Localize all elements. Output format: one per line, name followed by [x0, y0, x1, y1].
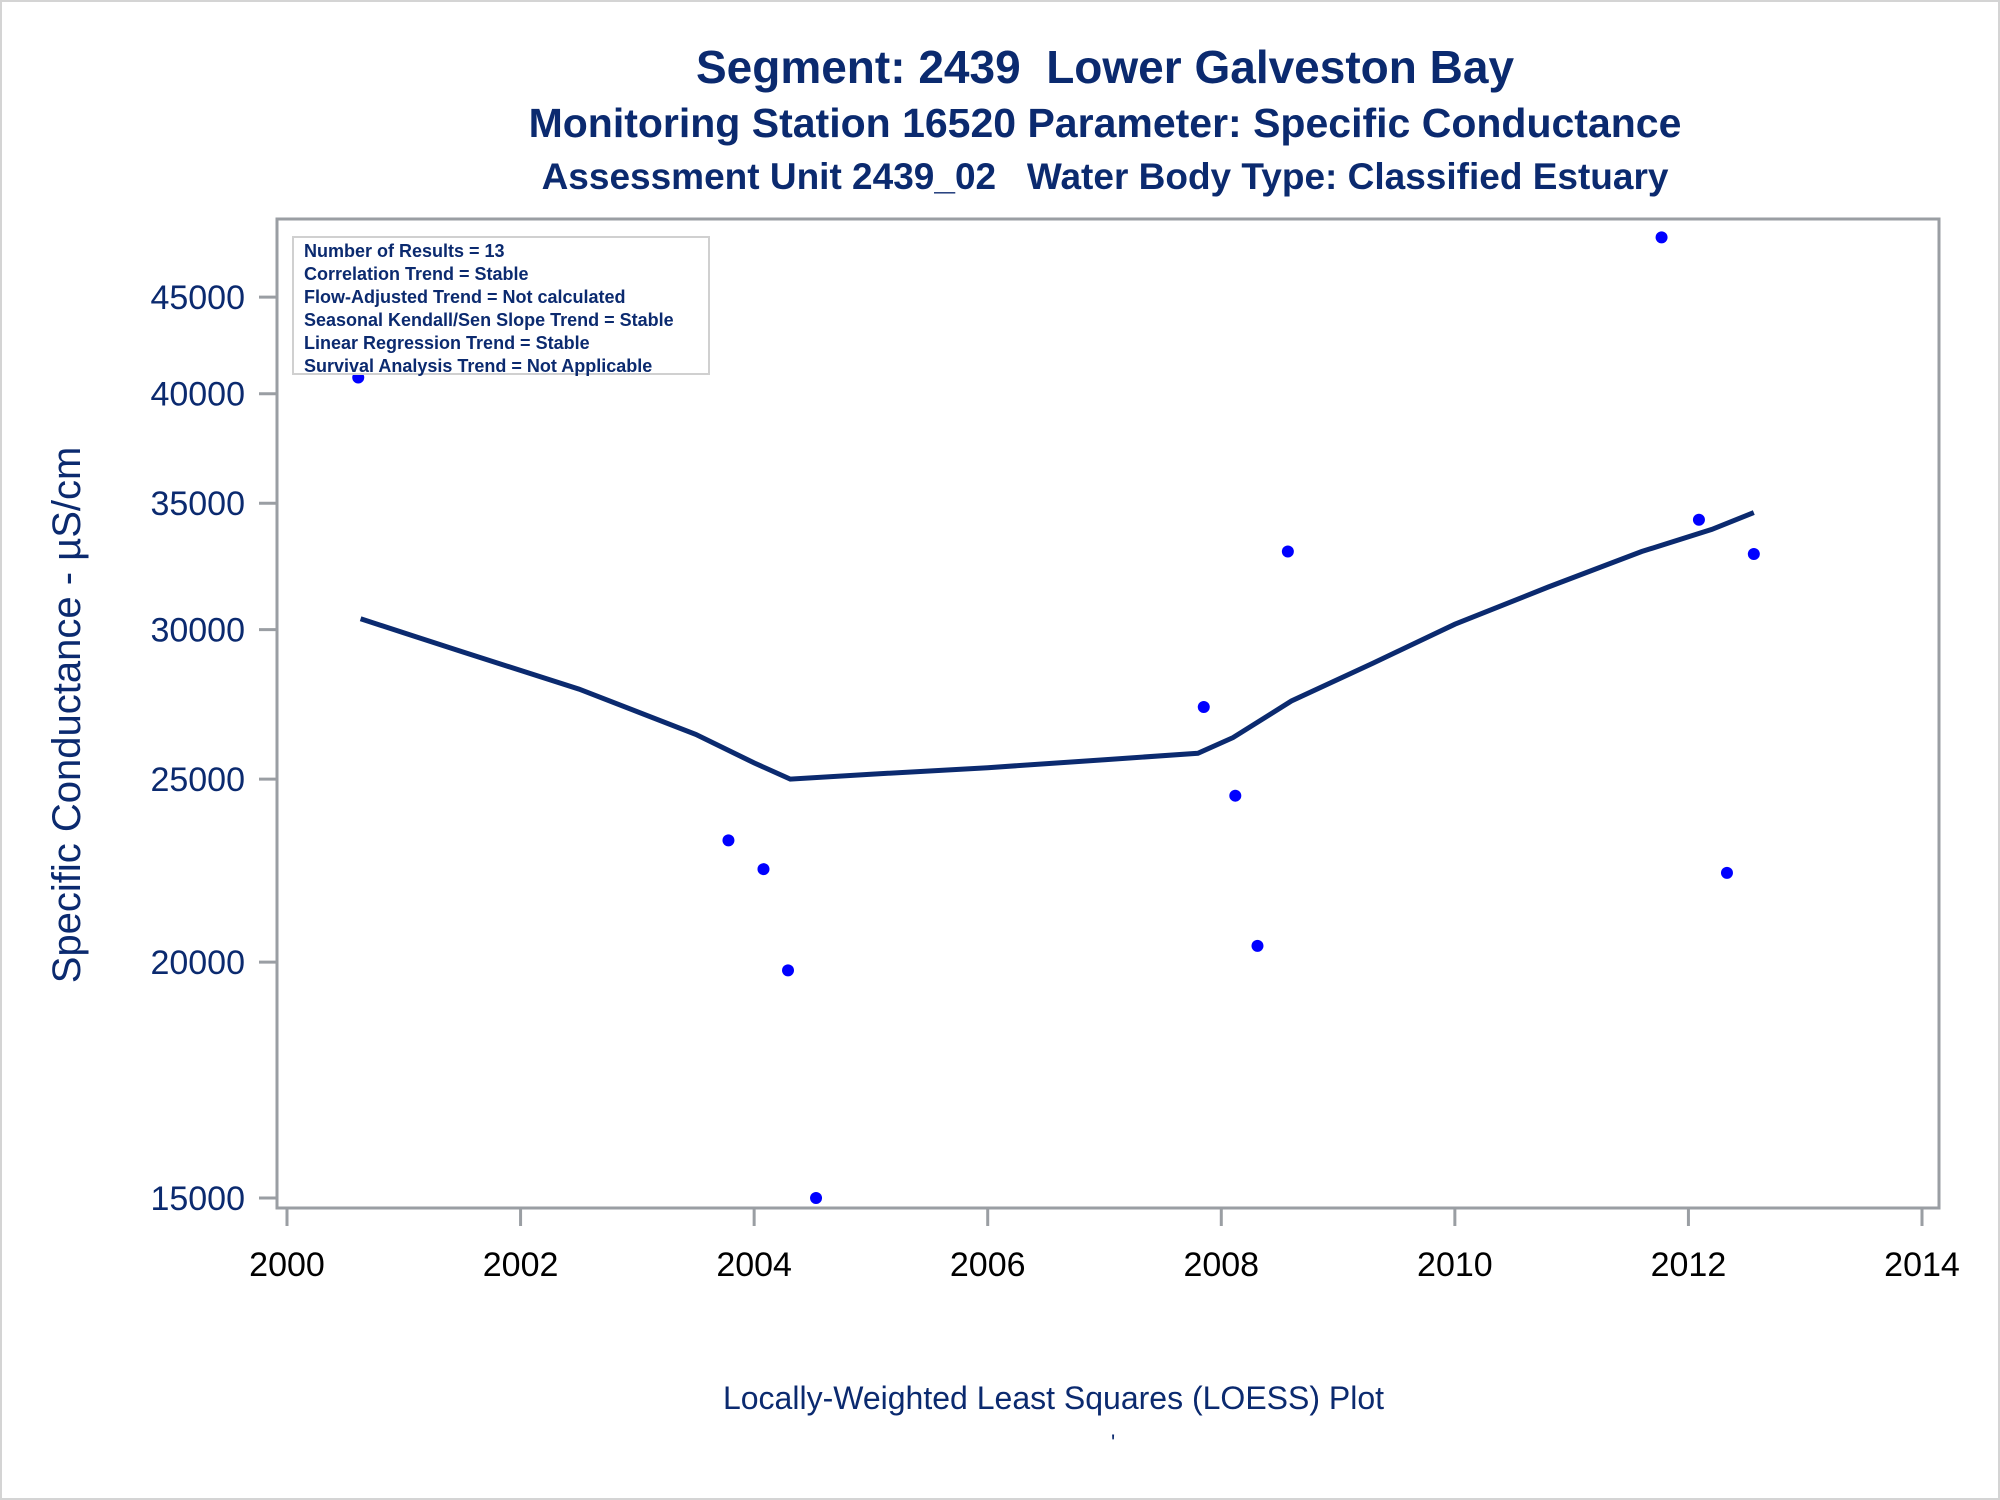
x-tick-label: 2012: [1651, 1246, 1727, 1284]
data-point: [1281, 545, 1294, 558]
loess-line: [359, 510, 1755, 782]
stat-correlation-trend: Correlation Trend = Stable: [304, 264, 529, 284]
chart-subtitle: Monitoring Station 16520 Parameter: Spec…: [528, 100, 1682, 146]
footer-mark: ': [1111, 1430, 1116, 1455]
x-tick-label: 2004: [716, 1246, 792, 1284]
y-tick-label: 45000: [150, 279, 245, 317]
x-tick-label: 2014: [1884, 1246, 1960, 1284]
trend-stats-box: Number of Results = 13 Correlation Trend…: [292, 236, 710, 376]
stat-survival-analysis-trend: Survival Analysis Trend = Not Applicable: [304, 356, 653, 376]
y-tick-label: 40000: [150, 376, 245, 414]
x-axis: 2000 2002 2004 2006 2008 2010 2012 2014: [249, 1208, 1960, 1284]
plot-area: [275, 217, 1941, 1210]
y-tick-label: 15000: [150, 1180, 245, 1218]
data-point: [1692, 513, 1705, 526]
stat-number-of-results: Number of Results = 13: [304, 241, 505, 261]
x-tick-label: 2008: [1183, 1246, 1259, 1284]
data-point: [1251, 939, 1264, 952]
y-tick-label: 20000: [150, 944, 245, 982]
y-tick-label: 35000: [150, 485, 245, 523]
stat-seasonal-kendall-trend: Seasonal Kendall/Sen Slope Trend = Stabl…: [304, 310, 674, 330]
data-point: [1197, 700, 1210, 713]
x-tick-label: 2000: [249, 1246, 325, 1284]
y-axis: 15000 20000 25000 30000 35000 40000 45000: [150, 279, 277, 1218]
data-point: [1229, 789, 1242, 802]
chart-title: Segment: 2439 Lower Galveston Bay: [695, 41, 1515, 93]
plot-caption: Locally-Weighted Least Squares (LOESS) P…: [722, 1380, 1385, 1416]
y-tick-label: 30000: [150, 612, 245, 650]
x-tick-label: 2002: [483, 1246, 559, 1284]
data-point: [722, 834, 735, 847]
stat-flow-adjusted-trend: Flow-Adjusted Trend = Not calculated: [304, 287, 626, 307]
data-point: [1747, 547, 1760, 560]
data-points: [352, 231, 1760, 1204]
x-tick-label: 2010: [1417, 1246, 1493, 1284]
data-point: [782, 964, 795, 977]
x-tick-label: 2006: [950, 1246, 1026, 1284]
chart-subtitle-2: Assessment Unit 2439_02 Water Body Type:…: [541, 156, 1669, 197]
stat-linear-regression-trend: Linear Regression Trend = Stable: [304, 333, 590, 353]
data-point: [810, 1192, 823, 1204]
y-axis-title: Specific Conductance - µS/cm: [45, 447, 89, 984]
y-tick-label: 25000: [150, 761, 245, 799]
data-point: [1655, 231, 1668, 244]
data-point: [1720, 866, 1733, 879]
data-point: [757, 863, 770, 876]
